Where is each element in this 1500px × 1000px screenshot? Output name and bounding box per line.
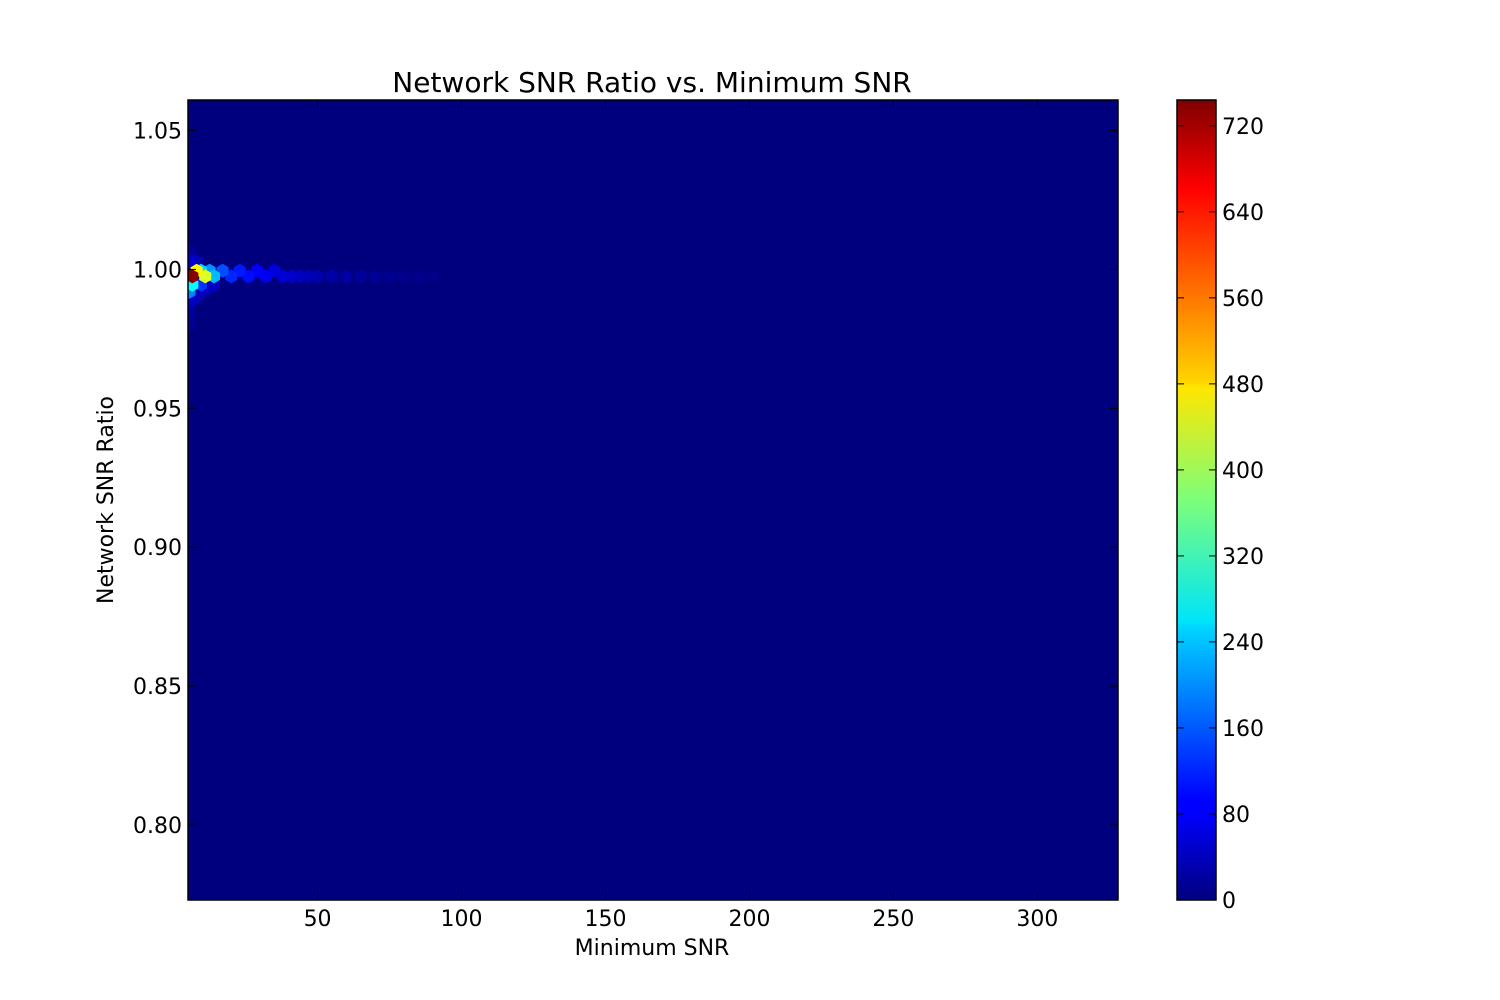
y-tick-label: 1.05 (133, 120, 182, 145)
colorbar: 0 80 160 240 320 400 480 560 640 720 (1176, 99, 1264, 914)
colorbar-tick-label: 0 (1222, 889, 1236, 914)
colorbar-tick-label: 160 (1222, 717, 1264, 742)
hexbin-cell (397, 269, 410, 284)
colorbar-tick-label: 480 (1222, 373, 1264, 398)
hexbin-cell (188, 269, 199, 284)
colorbar-tick-label: 640 (1222, 201, 1264, 226)
y-axis-label: Network SNR Ratio (94, 396, 119, 604)
colorbar-tick-label: 80 (1222, 803, 1250, 828)
colorbar-tick-label: 240 (1222, 631, 1264, 656)
hexbin-cell (426, 269, 439, 284)
x-tick-label: 300 (1016, 907, 1058, 932)
hexbin-cell (383, 269, 396, 284)
hexbin-cell (369, 269, 382, 284)
plot-frame (187, 99, 1119, 901)
colorbar-ticks: 0 80 160 240 320 400 480 560 640 720 (1177, 115, 1264, 914)
x-tick-label: 150 (584, 907, 626, 932)
hexbin-cell (188, 306, 196, 321)
hexbin-layer (188, 245, 439, 332)
hexbin-cell (354, 269, 367, 284)
colorbar-tick-label: 320 (1222, 545, 1264, 570)
x-tick-label: 100 (441, 907, 483, 932)
y-tick-label: 1.00 (133, 258, 182, 283)
plot-area (187, 99, 1119, 901)
colorbar-tick-label: 720 (1222, 115, 1264, 140)
y-tick-label: 0.85 (133, 675, 182, 700)
x-tick-label: 200 (728, 907, 770, 932)
colorbar-tick-label: 400 (1222, 459, 1264, 484)
hexbin-cell (188, 318, 196, 332)
hexbin-cell (325, 269, 338, 284)
x-axis-label: Minimum SNR (575, 936, 730, 961)
y-tick-label: 0.95 (133, 397, 182, 422)
hexbin-cell (340, 269, 353, 284)
x-axis: 50 100 150 200 250 300 (304, 100, 1058, 932)
plot-background (188, 100, 1118, 900)
y-axis: 0.80 0.85 0.90 0.95 1.00 1.05 (133, 120, 1118, 839)
colorbar-tick-label: 560 (1222, 287, 1264, 312)
y-tick-label: 0.80 (133, 814, 182, 839)
y-tick-label: 0.90 (133, 536, 182, 561)
colorbar-gradient (1176, 99, 1217, 901)
chart-title: Network SNR Ratio vs. Minimum SNR (392, 66, 911, 99)
x-tick-label: 50 (304, 907, 332, 932)
hexbin-cell (188, 254, 196, 269)
x-tick-label: 250 (872, 907, 914, 932)
hexbin-cell (188, 295, 196, 310)
hexbin-cell (412, 269, 425, 284)
